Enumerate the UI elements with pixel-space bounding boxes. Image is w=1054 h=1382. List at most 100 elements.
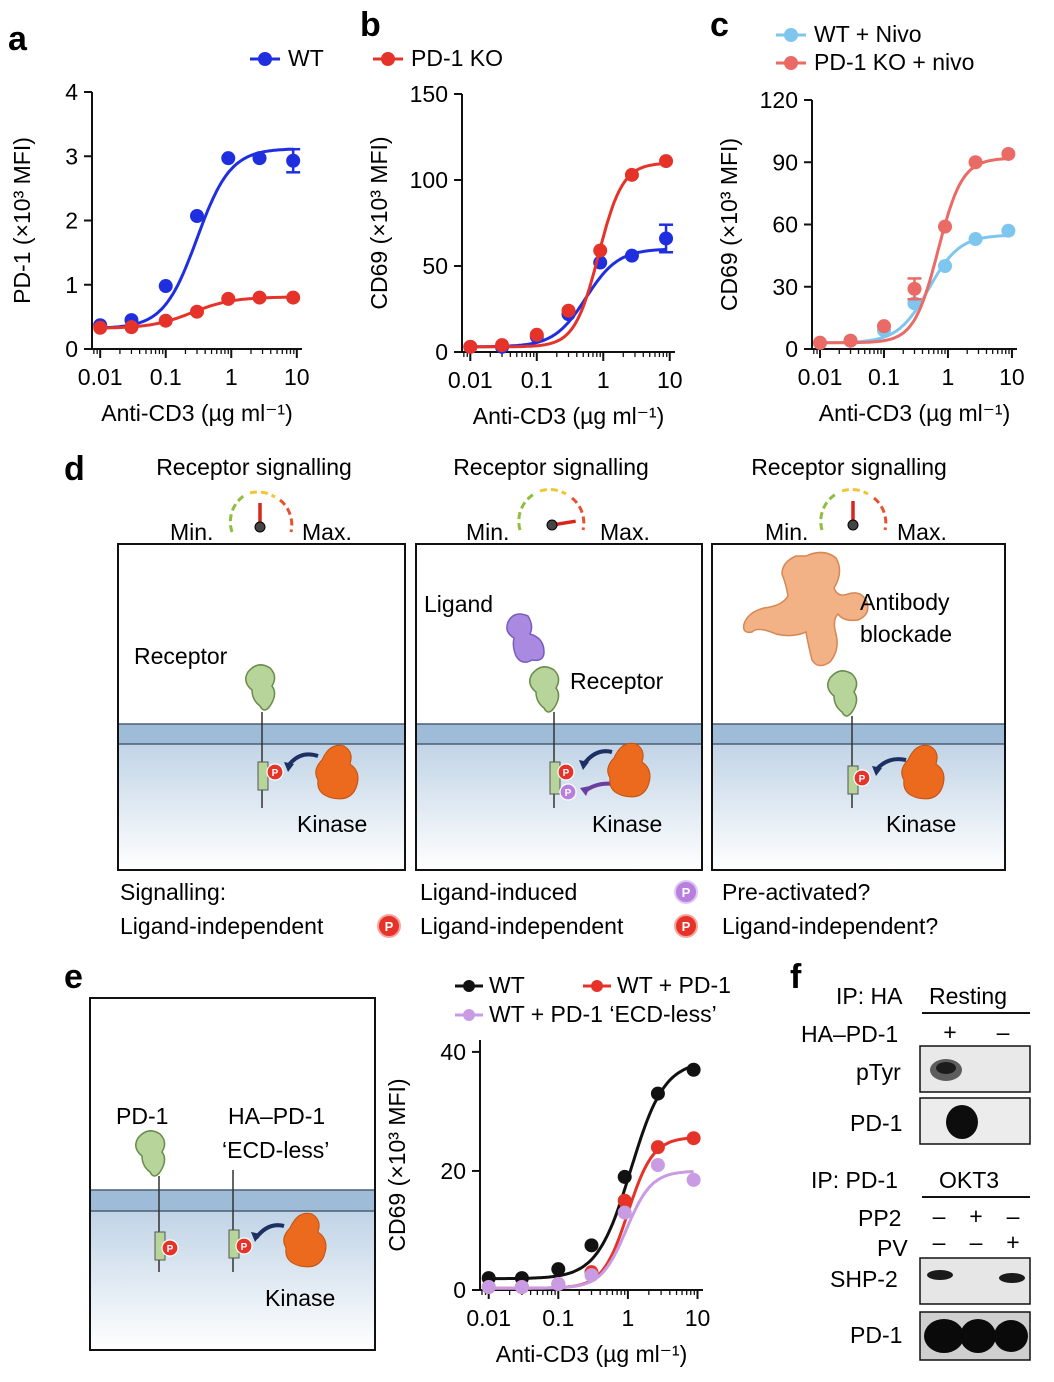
- legend-marker: [463, 980, 475, 992]
- phospho-icon: P: [161, 1239, 179, 1257]
- ptyr-label: pTyr: [856, 1059, 901, 1085]
- data-point: [1001, 223, 1016, 238]
- svg-text:P: P: [272, 768, 279, 779]
- svg-text:P: P: [167, 1244, 174, 1255]
- col2b-label: Ligand-independent: [420, 913, 624, 939]
- legend-marker: [258, 52, 272, 66]
- cell-box-3: Antibody blockade P Kinase: [711, 543, 1006, 871]
- panel-label-d: d: [64, 450, 85, 488]
- data-point: [617, 1193, 632, 1208]
- pp2-label: PP2: [858, 1205, 901, 1231]
- ha-pd1-label: HA–PD-1: [228, 1103, 325, 1129]
- ha-minus: –: [997, 1019, 1010, 1045]
- cell-box-2: Ligand Receptor P P Kinase: [415, 543, 703, 871]
- data-point: [624, 167, 639, 182]
- ip-pd1-label: IP: PD-1: [811, 1167, 898, 1193]
- data-point: [252, 290, 267, 305]
- data-point: [124, 320, 139, 335]
- ecd-less-label: ‘ECD-less’: [222, 1137, 329, 1163]
- phospho-icon-purple: P: [674, 880, 698, 904]
- gauge-title-2: Receptor signalling: [453, 454, 649, 480]
- x-tick-label: 0.1: [150, 364, 182, 390]
- data-point: [617, 1205, 632, 1220]
- fit-line-c-1: [820, 157, 1009, 345]
- data-point: [551, 1262, 566, 1277]
- legend-marker: [463, 1009, 475, 1021]
- phospho-icon-purple: P: [559, 783, 577, 801]
- panel-label-e: e: [64, 958, 83, 996]
- panel-f: IP: HA Resting HA–PD-1 + – pTyr PD-1 IP:…: [801, 983, 1031, 1361]
- legend-label: WT + PD-1 ‘ECD-less’: [489, 1001, 717, 1027]
- data-point: [686, 1172, 701, 1187]
- data-point: [812, 335, 827, 350]
- data-point: [463, 339, 478, 354]
- y-axis-label: CD69 (×10³ MFI): [716, 138, 742, 311]
- phospho-icon: P: [377, 914, 401, 938]
- cell-box-1: Receptor P Kinase: [117, 543, 406, 871]
- pv-label: PV: [877, 1235, 908, 1261]
- data-point: [659, 154, 674, 169]
- data-point: [286, 290, 301, 305]
- svg-text:P: P: [682, 919, 691, 934]
- data-point: [561, 303, 576, 318]
- x-tick-label: 0.01: [466, 1305, 511, 1331]
- data-point: [686, 1062, 701, 1077]
- signalling-label: Signalling:: [120, 879, 226, 905]
- phospho-icon: P: [853, 769, 871, 787]
- kinase-label-e: Kinase: [265, 1285, 335, 1311]
- panel-label-c: c: [710, 6, 729, 44]
- x-tick-label: 0.01: [448, 367, 493, 393]
- gauge-min-2: Min.: [466, 519, 509, 545]
- legend-label: WT + Nivo: [814, 21, 922, 47]
- x-tick-label: 10: [999, 364, 1025, 390]
- gauge-max-2: Max.: [600, 519, 650, 545]
- gauge-1: Receptor signalling Min. Max.: [156, 454, 352, 545]
- y-tick-label: 40: [440, 1039, 466, 1065]
- data-point: [514, 1280, 529, 1295]
- legend-marker: [381, 52, 395, 66]
- phospho-icon: P: [266, 763, 284, 781]
- y-tick-label: 60: [772, 212, 798, 238]
- x-tick-label: 1: [621, 1305, 634, 1331]
- pd1-blot-label: PD-1: [850, 1110, 902, 1136]
- panel-label-a: a: [8, 20, 28, 58]
- y-tick-label: 2: [65, 208, 78, 234]
- legend-label: WT: [489, 972, 525, 998]
- data-point: [876, 319, 891, 334]
- x-tick-label: 0.01: [78, 364, 123, 390]
- ip-ha-label: IP: HA: [836, 983, 903, 1009]
- legend-marker: [591, 980, 603, 992]
- y-tick-label: 0: [435, 339, 448, 365]
- x-tick-label: 10: [284, 364, 310, 390]
- data-point: [158, 279, 173, 294]
- x-axis-label: Anti-CD3 (µg ml⁻¹): [496, 1341, 688, 1367]
- svg-text:P: P: [563, 768, 570, 779]
- x-tick-label: 10: [685, 1305, 711, 1331]
- panel-e-schematic: PD-1 P HA–PD-1 ‘ECD-less’ P Kinase: [89, 997, 376, 1351]
- receptor-shape-1: [245, 664, 276, 711]
- chart-c: 0 30 60 90 120 0.01 0.1 1 10 Anti-CD3 (µg ml⁻¹) CD…: [716, 21, 1025, 426]
- panel-d: Receptor signalling Min. Max. Receptor s…: [117, 454, 1006, 939]
- data-point: [968, 232, 983, 247]
- x-tick-label: 10: [657, 367, 683, 393]
- y-tick-label: 30: [772, 274, 798, 300]
- gauge-max-1: Max.: [302, 519, 352, 545]
- pd1-blot2-label: PD-1: [850, 1322, 902, 1348]
- data-point: [529, 327, 544, 342]
- kinase-label-1: Kinase: [297, 811, 367, 837]
- data-point: [593, 243, 608, 258]
- data-point: [650, 1086, 665, 1101]
- col3a-label: Pre-activated?: [722, 879, 870, 905]
- y-axis-label: PD-1 (×10³ MFI): [9, 137, 35, 304]
- receptor-label-1: Receptor: [134, 643, 228, 669]
- pp2-minus-2: –: [1007, 1203, 1020, 1229]
- legend-label: WT: [288, 45, 324, 71]
- y-tick-label: 0: [453, 1277, 466, 1303]
- data-point: [907, 281, 922, 296]
- data-point: [650, 1158, 665, 1172]
- y-axis-label: CD69 (×10³ MFI): [366, 136, 392, 309]
- data-point: [650, 1140, 665, 1155]
- data-point: [659, 231, 674, 246]
- data-point: [252, 151, 267, 166]
- legend-marker: [784, 56, 798, 70]
